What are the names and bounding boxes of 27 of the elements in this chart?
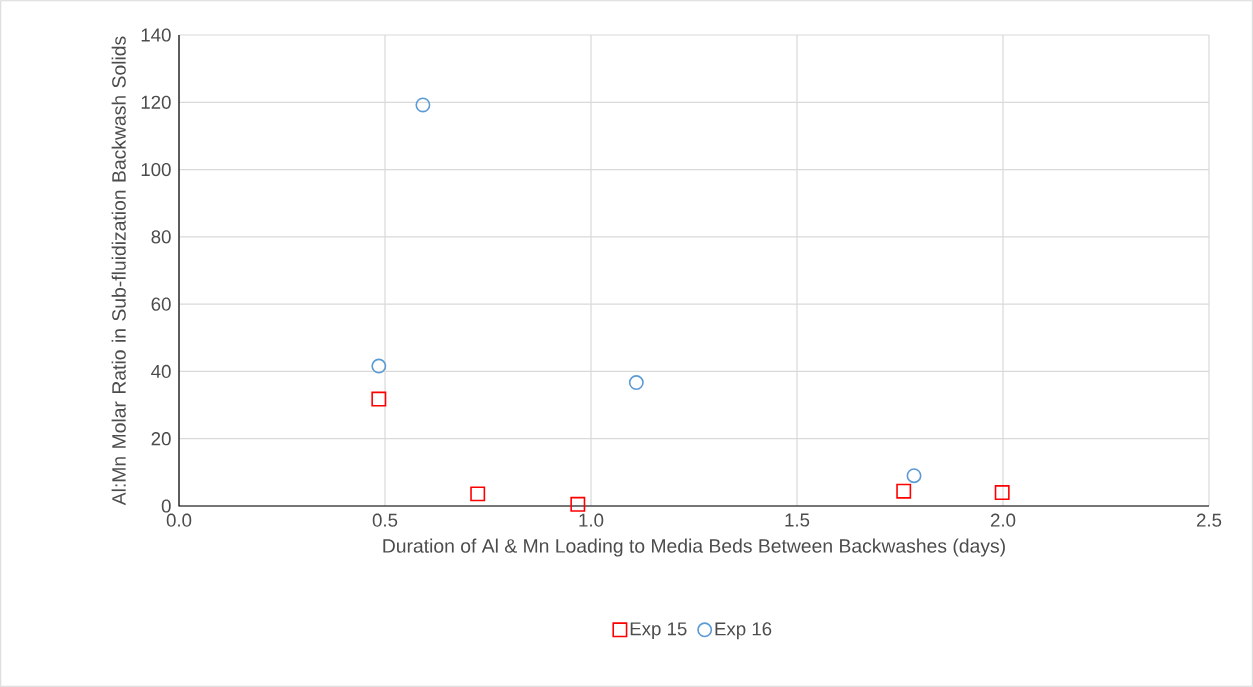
point xyxy=(994,485,1010,501)
x-tick-label: 1.5 xyxy=(785,513,810,527)
x-tick-label: 1.0 xyxy=(579,513,604,527)
y-tick-label: 140 xyxy=(141,28,171,42)
y-tick-label: 80 xyxy=(151,230,171,244)
y-tick-label: 40 xyxy=(151,364,171,379)
point xyxy=(371,358,387,374)
y-tick-label: 0 xyxy=(161,499,171,513)
point xyxy=(470,486,486,502)
point xyxy=(896,483,912,499)
legend-label: Exp 15 xyxy=(630,622,687,640)
x-axis-title: Duration of Al & Mn Loading to Media Beds Between Backwashes (days) xyxy=(383,538,1005,557)
point xyxy=(906,468,922,484)
x-tick-label: 0.5 xyxy=(372,513,398,527)
y-tick-label: 120 xyxy=(141,95,171,109)
point xyxy=(628,375,644,390)
y-tick-label: 100 xyxy=(141,162,171,177)
point xyxy=(371,391,387,407)
y-tick-label: 20 xyxy=(151,432,171,446)
point xyxy=(570,496,586,512)
x-tick-label: 2.0 xyxy=(990,513,1016,527)
x-tick-label: 2.5 xyxy=(1196,513,1222,527)
y-tick-label: 60 xyxy=(151,297,171,311)
legend-label: Exp 16 xyxy=(715,622,772,640)
x-tick-label: 0.0 xyxy=(166,513,192,527)
y-axis-title: Al:Mn Molar Ratio in Sub-fluidization Backwash Solids xyxy=(111,36,126,506)
point xyxy=(415,97,431,113)
